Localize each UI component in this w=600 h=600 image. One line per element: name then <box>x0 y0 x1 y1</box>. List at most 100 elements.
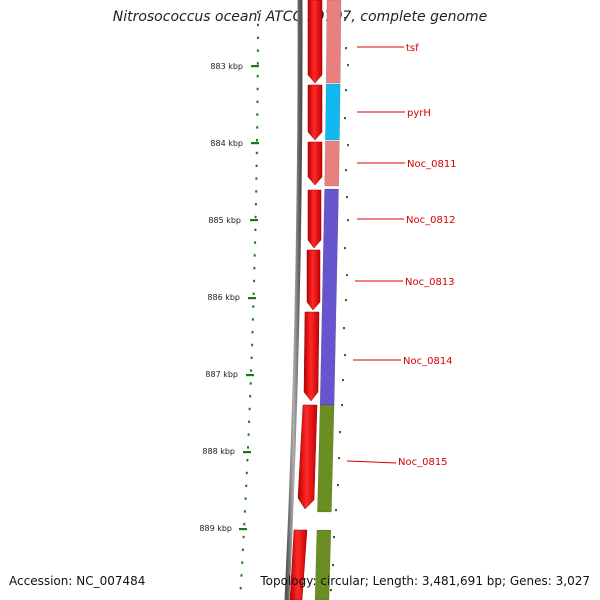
ruler-major-tick <box>243 451 251 454</box>
gene-block <box>325 83 341 141</box>
cds-strand <box>289 0 323 600</box>
ruler-dot <box>251 318 254 321</box>
ruler-dot <box>249 395 252 398</box>
accession-text: Accession: NC_007484 <box>9 574 146 588</box>
ruler-dot <box>256 87 259 91</box>
ruler-dot <box>249 382 252 385</box>
cds-arrow <box>307 0 323 84</box>
cds-arrow <box>303 311 320 402</box>
ruler-major-tick <box>250 219 258 222</box>
ruler-major-ticks <box>239 65 259 531</box>
ruler-dot <box>248 407 251 411</box>
ruler-dot <box>341 404 343 407</box>
ruler-major-tick <box>251 142 259 145</box>
gene-label-noc_0811: Noc_0811 <box>407 159 457 170</box>
ruler-dot <box>344 354 346 357</box>
ruler-dot <box>243 510 246 513</box>
ruler-dot <box>256 62 259 65</box>
ruler-dot <box>345 169 347 172</box>
ruler-dot <box>250 369 253 372</box>
ruler-dot <box>243 523 246 526</box>
ruler-dot <box>346 196 348 199</box>
gene-label-noc_0813: Noc_0813 <box>405 277 455 288</box>
gene-blocks <box>314 0 342 600</box>
ruler-dot <box>256 36 259 39</box>
tick-label-887: 887 kbp <box>205 370 238 379</box>
ruler-dot <box>255 177 258 180</box>
cds-arrow <box>307 189 322 249</box>
gene-block <box>324 140 340 187</box>
ruler-dot <box>338 457 340 460</box>
ruler-dot <box>344 247 346 250</box>
ruler-dot <box>254 215 257 219</box>
ruler-dot <box>255 164 258 167</box>
tick-label-886: 886 kbp <box>207 293 240 302</box>
ruler-dot <box>344 17 346 20</box>
tick-label-888: 888 kbp <box>202 447 235 456</box>
cds-arrow <box>307 141 323 186</box>
ruler-dot <box>337 484 339 487</box>
ruler-major-tick <box>251 65 259 68</box>
ruler-tick-labels: 883 kbp 884 kbp 885 kbp 886 kbp 887 kbp … <box>199 62 243 533</box>
ruler-dot <box>242 535 245 539</box>
ruler-major-tick <box>246 374 254 377</box>
ruler-dot <box>248 420 251 423</box>
gene-leader-line <box>346 460 397 464</box>
gene-block <box>317 404 335 513</box>
gene-block <box>319 188 339 406</box>
ruler-dot <box>253 279 256 283</box>
ruler-dot <box>256 126 259 129</box>
ruler-dot <box>256 100 259 103</box>
gene-label-noc_0812: Noc_0812 <box>406 215 456 226</box>
ruler-dot <box>245 484 248 487</box>
ruler-dot <box>342 379 344 382</box>
ruler-dot <box>255 151 258 155</box>
gene-label-tsf: tsf <box>406 43 419 54</box>
gene-label-pyrh: pyrH <box>407 108 431 119</box>
ruler-dot <box>343 327 345 330</box>
gene-labels: tsf pyrH Noc_0811 Noc_0812 Noc_0813 Noc_0814 N… <box>346 43 457 468</box>
ruler-dot <box>240 574 243 577</box>
ruler-dot <box>247 433 250 436</box>
tick-label-885: 885 kbp <box>208 216 241 225</box>
ruler-major-tick <box>248 297 256 300</box>
ruler-dot <box>247 446 249 449</box>
gene-block <box>314 529 332 600</box>
ruler-dot <box>347 219 349 222</box>
cds-arrow <box>297 404 318 510</box>
ruler-dot <box>339 431 341 434</box>
ruler-dot <box>256 49 259 52</box>
cds-arrow <box>307 84 323 141</box>
ruler-dot <box>241 548 244 551</box>
topology-text: Topology: circular; Length: 3,481,691 bp… <box>260 574 590 588</box>
ruler-minor-dots <box>239 11 349 592</box>
ruler-dot <box>345 299 347 302</box>
ruler-dot <box>257 11 259 14</box>
ruler-dot <box>246 459 249 462</box>
ruler-dot <box>245 471 248 475</box>
ruler-dot <box>256 75 259 78</box>
ruler-dot <box>250 356 253 359</box>
ruler-dot <box>253 254 256 257</box>
genome-backbone <box>284 0 303 600</box>
ruler-dot <box>253 267 256 270</box>
ruler-dot <box>257 23 259 27</box>
ruler-dot <box>256 113 259 116</box>
cds-arrow <box>289 529 308 600</box>
ruler-dot <box>252 292 255 295</box>
tick-label-883: 883 kbp <box>210 62 243 71</box>
ruler-dot <box>241 561 244 564</box>
ruler-dot <box>251 331 254 334</box>
ruler-major-tick <box>239 528 247 531</box>
gene-label-noc_0815: Noc_0815 <box>398 457 448 468</box>
ruler-dot <box>244 497 247 500</box>
ruler-dot <box>347 144 349 147</box>
gene-label-noc_0814: Noc_0814 <box>403 356 453 367</box>
tick-label-889: 889 kbp <box>199 524 232 533</box>
ruler-dot <box>256 139 258 142</box>
ruler-dot <box>344 117 346 120</box>
ruler-dot <box>251 343 254 347</box>
ruler-dot <box>255 190 258 193</box>
ruler-dot <box>239 587 242 590</box>
